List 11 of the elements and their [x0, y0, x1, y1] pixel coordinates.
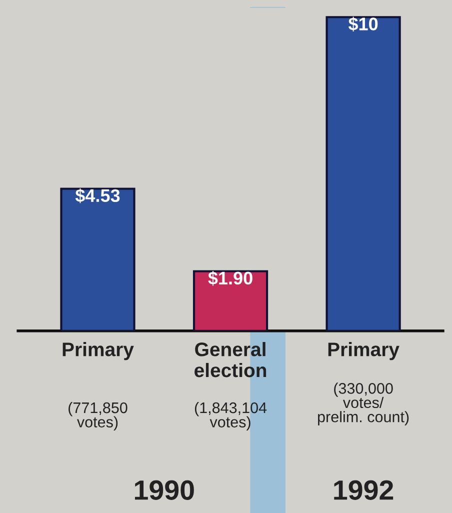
- text: (330,000 votes/ prelim. count): [318, 382, 409, 426]
- text: 1992: [334, 480, 394, 500]
- data-label: $4.53: [75, 188, 120, 204]
- text: 1990: [134, 480, 194, 500]
- data-label: $1.90: [208, 270, 252, 286]
- x-tick-label: Primary: [328, 342, 400, 360]
- x-tick-label: Primary: [62, 342, 134, 360]
- data-label: $10: [348, 16, 378, 32]
- x-tick-label: General election: [194, 342, 266, 378]
- text: (771,850 votes): [68, 402, 128, 430]
- text: (1,843,104 votes): [194, 402, 267, 430]
